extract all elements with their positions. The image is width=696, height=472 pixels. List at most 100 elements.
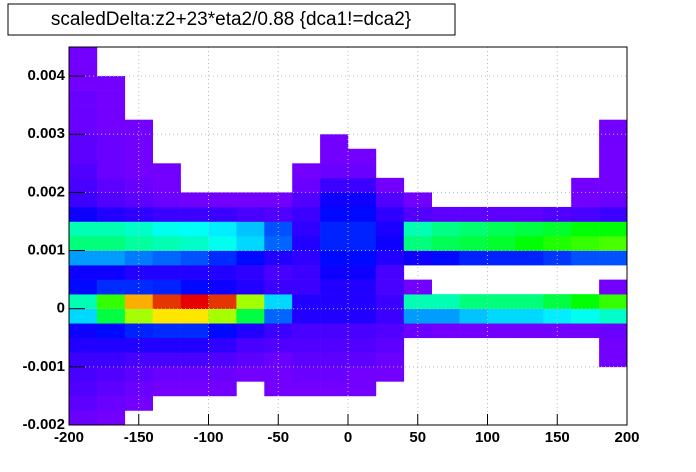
heat-cell (599, 134, 628, 150)
heat-cell (348, 206, 377, 222)
heat-cell (69, 47, 98, 62)
heat-cell (348, 323, 377, 339)
heat-cell (543, 323, 572, 339)
chart-title: scaledDelta:z2+23*eta2/0.88 {dca1!=dca2} (51, 9, 411, 30)
heat-cell (348, 177, 377, 193)
heat-cell (208, 366, 237, 382)
heat-cell (236, 236, 265, 251)
heat-cell (96, 352, 126, 368)
heat-cell (264, 366, 293, 382)
heat-cell (487, 221, 516, 237)
heat-cell (152, 323, 181, 339)
heat-cell (208, 250, 237, 266)
heat-cell (292, 308, 321, 324)
heat-cell (320, 250, 349, 266)
heat-cell (96, 148, 126, 164)
heat-cell (375, 221, 405, 237)
heat-cell (320, 308, 349, 324)
heat-cell (487, 250, 516, 266)
heat-cell (320, 352, 349, 368)
x-tick-label: -50 (267, 429, 289, 446)
heat-cell (487, 308, 516, 324)
heat-cell (180, 308, 209, 324)
heat-cell (599, 352, 628, 368)
heat-cell (124, 250, 153, 266)
heat-cell (124, 337, 153, 353)
heat-cell (571, 250, 600, 266)
heat-cell (375, 337, 405, 353)
heat-cell (320, 337, 349, 353)
heat-cell (236, 250, 265, 266)
heat-cell (208, 381, 237, 397)
heat-cell (571, 308, 600, 324)
heat-cell (208, 337, 237, 353)
heat-cell (69, 90, 98, 106)
title-box (7, 3, 456, 36)
heat-cell (599, 163, 628, 179)
heat-cell (208, 265, 237, 280)
heat-cell (543, 294, 572, 309)
heat-cell (292, 192, 321, 208)
heat-cell (124, 265, 153, 280)
heat-cell (69, 352, 98, 368)
heat-cell (264, 381, 293, 397)
heat-cell (375, 352, 405, 368)
heat-cell (599, 192, 628, 208)
heat-cell (348, 236, 377, 251)
heat-cell (543, 206, 572, 222)
heat-cell (96, 279, 126, 295)
heat-cell (599, 279, 628, 295)
heat-cell (599, 221, 628, 237)
heat-cell (320, 366, 349, 382)
heat-cell (236, 294, 265, 309)
heat-cell (69, 381, 98, 397)
heat-cell (375, 366, 405, 382)
heat-cell (180, 221, 209, 237)
heat-cell (96, 163, 126, 179)
heat-cell (124, 381, 153, 397)
heat-cell (236, 221, 265, 237)
heat-cell (69, 395, 98, 411)
heat-cell (515, 250, 544, 266)
heat-cell (292, 323, 321, 339)
heat-cell (96, 192, 126, 208)
heat-cell (180, 236, 209, 251)
heat-cell (180, 206, 209, 222)
heat-cell (571, 221, 600, 237)
heat-cell (152, 294, 181, 309)
heat-cell (571, 177, 600, 193)
heat-cell (375, 177, 405, 193)
heat-cell (459, 221, 488, 237)
heat-cell (69, 308, 98, 324)
heat-cell (69, 76, 98, 91)
heat-cell (403, 294, 432, 309)
heat-cell (180, 192, 209, 208)
heat-cell (208, 279, 237, 295)
heat-cell (124, 148, 153, 164)
heat-cell (348, 352, 377, 368)
heat-cell (348, 294, 377, 309)
heat-cell (69, 134, 98, 150)
heat-cell (152, 192, 181, 208)
heat-cell (208, 308, 237, 324)
heat-cell (543, 308, 572, 324)
heat-cell (375, 265, 405, 280)
heat-cell (152, 236, 181, 251)
heat-cell (69, 177, 98, 193)
heat-cell (403, 308, 432, 324)
heat-cell (292, 236, 321, 251)
heat-cell (599, 119, 628, 135)
heat-cell (487, 294, 516, 309)
y-tick-label: -0.002 (22, 416, 65, 433)
heat-cell (487, 206, 516, 222)
heat-cell (264, 337, 293, 353)
heat-cell (348, 265, 377, 280)
heat-cell (320, 279, 349, 295)
heat-cell (292, 206, 321, 222)
heat-cell (124, 163, 153, 179)
heat-cell (459, 206, 488, 222)
heat-cell (403, 206, 432, 222)
heat-cell (236, 352, 265, 368)
x-tick-label: 0 (344, 429, 352, 446)
heat-cell (180, 381, 209, 397)
